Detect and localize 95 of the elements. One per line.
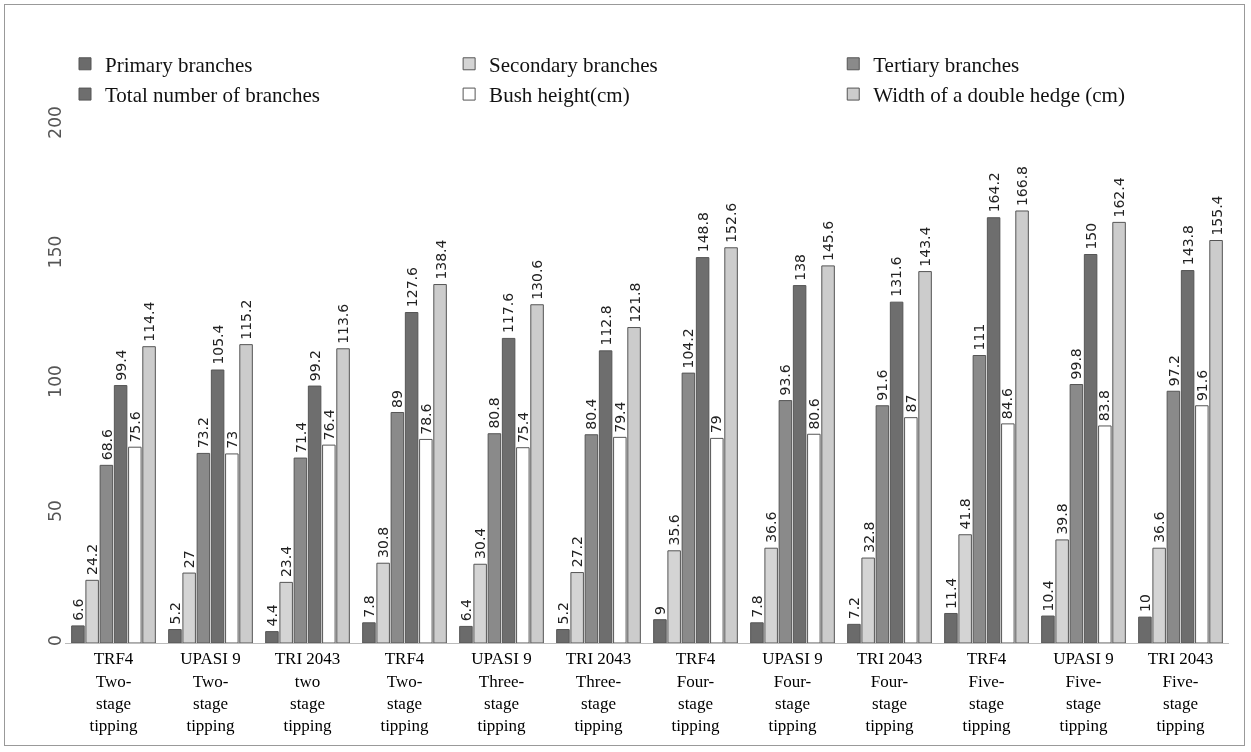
data-label: 76.4	[321, 409, 338, 441]
data-label: 138.4	[432, 239, 449, 280]
y-tick-label: 200	[44, 106, 65, 139]
x-tick-label: TRF4 Two-stage tipping	[380, 649, 430, 735]
data-label: 5.2	[167, 602, 184, 625]
data-label: 105.4	[209, 324, 226, 365]
data-label: 68.6	[98, 428, 115, 461]
data-label: 84.6	[999, 387, 1016, 420]
data-label: 27.2	[569, 536, 586, 568]
data-label: 11.4	[942, 577, 959, 609]
data-label: 5.2	[555, 602, 572, 625]
data-label: 113.6	[335, 303, 352, 344]
x-tick-label: TRF4 Five-stage tipping	[962, 649, 1012, 735]
y-tick-label: 100	[44, 365, 65, 398]
data-label: 99.8	[1068, 348, 1085, 380]
data-label: 91.6	[874, 369, 891, 401]
data-label: 79.4	[611, 401, 628, 433]
data-label: 148.8	[695, 212, 711, 253]
x-tick-label: UPASI 9 Four-stage tipping	[762, 649, 823, 735]
legend-label: Tertiary branches	[873, 52, 1020, 77]
x-tick-label: TRI 2043 Four-stage tipping	[856, 649, 923, 735]
data-label: 127.6	[404, 266, 421, 308]
data-label: 35.6	[665, 514, 682, 546]
data-label: 10.4	[1040, 580, 1057, 612]
data-label: 104.2	[680, 328, 697, 369]
data-label: 6.4	[457, 598, 474, 622]
data-label: 164.2	[985, 172, 1002, 213]
data-label: 6.6	[70, 598, 87, 621]
y-tick-label: 0	[44, 635, 65, 646]
data-label: 131.6	[888, 256, 905, 297]
data-label: 130.6	[529, 259, 546, 300]
x-tick-label: TRF4 Two-stage tipping	[89, 649, 139, 735]
data-label: 9	[651, 606, 668, 616]
data-label: 7.2	[845, 597, 862, 620]
data-label: 150	[1082, 222, 1099, 250]
x-tick-label: UPASI 9 Two-stage tipping	[180, 649, 241, 735]
data-label: 99.4	[112, 349, 129, 381]
data-label: 143.4	[917, 226, 934, 267]
data-label: 112.8	[597, 305, 614, 346]
x-tick-label: TRI 2043 Three-stage tipping	[565, 649, 632, 735]
data-label: 93.6	[777, 364, 794, 396]
x-tick-label: UPASI 9 Three-stage tipping	[471, 649, 532, 735]
y-tick-label: 150	[44, 235, 65, 269]
data-label: 39.8	[1053, 503, 1070, 535]
data-label: 79	[708, 415, 725, 434]
x-tick-label: TRF4 Four-stage tipping	[671, 649, 721, 735]
data-label: 155.4	[1208, 195, 1225, 236]
data-label: 30.4	[472, 527, 489, 559]
data-label: 115.2	[238, 299, 255, 340]
data-label: 71.4	[292, 421, 309, 453]
data-label: 138	[791, 253, 808, 281]
legend-label: Width of a double hedge (cm)	[873, 83, 1125, 108]
data-label: 73	[223, 430, 240, 449]
legend-label: Bush height(cm)	[489, 83, 630, 108]
y-tick-label: 50	[44, 500, 65, 522]
legend-label: Primary branches	[105, 52, 253, 77]
data-label: 4.4	[264, 604, 281, 627]
data-label: 87	[903, 394, 920, 413]
legend-label: Total number of branches	[105, 83, 320, 108]
data-label: 73.2	[195, 417, 212, 449]
data-label: 24.2	[84, 543, 101, 575]
data-label: 83.8	[1096, 390, 1113, 422]
data-label: 143.8	[1180, 225, 1197, 266]
data-label: 111	[971, 323, 988, 351]
data-label: 80.6	[806, 398, 823, 430]
data-label: 7.8	[749, 595, 766, 618]
x-tick-label: TRI 2043 two stage tipping	[274, 649, 341, 735]
x-tick-label: TRI 2043 Five-stage tipping	[1147, 649, 1214, 735]
data-label: 145.6	[820, 220, 837, 261]
data-label: 30.8	[375, 526, 392, 558]
data-label: 75.4	[514, 411, 531, 444]
data-label: 80.8	[486, 397, 503, 429]
data-label: 166.8	[1014, 165, 1031, 207]
x-tick-label: UPASI 9 Five-stage tipping	[1053, 649, 1114, 735]
data-label: 41.8	[956, 498, 973, 530]
data-label: 27	[181, 550, 198, 569]
data-label: 162.4	[1110, 177, 1127, 218]
data-label: 32.8	[860, 521, 877, 553]
data-label: 114.4	[141, 301, 158, 342]
data-label: 23.4	[278, 545, 295, 578]
data-label: 75.6	[127, 411, 144, 443]
data-label: 7.8	[361, 595, 378, 618]
data-label: 152.6	[723, 202, 740, 243]
data-label: 117.6	[500, 292, 517, 334]
data-label: 97.2	[1165, 354, 1182, 387]
data-label: 78.6	[417, 403, 434, 435]
data-label: 10	[1136, 594, 1153, 613]
legend-label: Secondary branches	[489, 52, 658, 77]
data-label: 36.6	[1151, 511, 1168, 543]
data-label: 91.6	[1193, 369, 1210, 402]
data-label: 80.4	[583, 398, 600, 430]
data-label: 121.8	[626, 282, 643, 323]
data-label: 99.2	[307, 350, 324, 382]
data-label: 89	[388, 390, 405, 408]
data-label: 36.6	[763, 511, 780, 543]
